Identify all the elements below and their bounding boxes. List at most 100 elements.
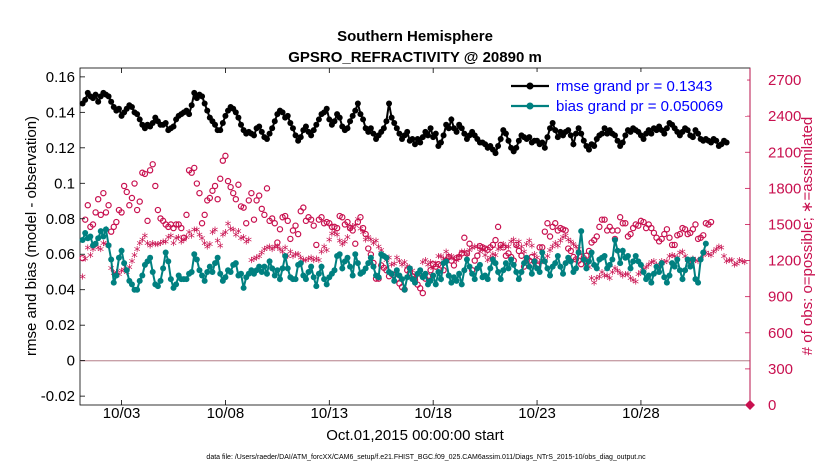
possible-obs-point: [627, 230, 634, 238]
bias-point: [318, 263, 325, 270]
rmse-point: [505, 137, 512, 144]
assimilated-obs-point: *: [95, 244, 102, 259]
bias-point: [308, 263, 315, 270]
assimilated-obs-point: *: [204, 243, 211, 258]
rmse-point: [386, 100, 393, 107]
bias-point: [139, 272, 146, 279]
possible-obs-point: [567, 247, 575, 255]
bias-point: [204, 268, 211, 275]
bias-point: [684, 256, 691, 263]
possible-obs-point: [146, 167, 154, 174]
assimilated-obs-point: *: [222, 228, 229, 243]
bias-point: [567, 258, 574, 265]
bias-point: [110, 279, 117, 286]
assimilated-obs-point: *: [513, 241, 520, 256]
bias-point: [593, 265, 600, 272]
possible-obs-point: [180, 234, 188, 241]
bias-point: [453, 277, 460, 284]
x-tick-label: 10/28: [622, 405, 660, 422]
assimilated-obs-point: *: [217, 241, 224, 256]
assimilated-obs-point: *: [360, 228, 367, 243]
bias-point: [588, 249, 595, 256]
rmse-point: [235, 114, 242, 121]
assimilated-obs-point: *: [544, 252, 551, 267]
bias-point: [271, 272, 278, 279]
assimilated-obs-point: *: [679, 247, 686, 262]
bias-point: [617, 260, 624, 267]
possible-obs-point: [81, 216, 89, 223]
possible-obs-point: [474, 252, 481, 259]
bias-point: [115, 254, 122, 261]
bias-point: [391, 277, 398, 284]
legend-box: [505, 72, 747, 116]
bias-point: [347, 263, 354, 270]
assimilated-obs-point: *: [175, 233, 182, 248]
assimilated-obs-point: *: [261, 245, 268, 260]
possible-obs-point: [253, 197, 260, 204]
assimilated-obs-point: *: [329, 229, 336, 244]
possible-obs-point: [136, 198, 143, 205]
rmse-point: [95, 98, 102, 105]
bias-point: [183, 276, 190, 283]
bias-point: [624, 253, 631, 260]
possible-obs-point: [92, 209, 99, 216]
bias-point: [437, 276, 444, 283]
bias-point: [256, 263, 263, 270]
bias-point: [702, 240, 709, 247]
assimilated-obs-point: *: [604, 271, 611, 286]
bias-point: [123, 267, 130, 274]
bias-point: [523, 254, 530, 261]
assimilated-obs-point: *: [155, 240, 162, 255]
assimilated-obs-point: *: [235, 227, 242, 242]
bias-point: [349, 272, 356, 279]
bias-point: [399, 276, 406, 283]
possible-obs-point: [274, 239, 281, 246]
assimilated-obs-point: *: [357, 224, 364, 239]
assimilated-obs-point: *: [716, 243, 723, 258]
rmse-point: [580, 137, 587, 144]
assimilated-obs-point: *: [620, 271, 627, 286]
bias-point: [497, 276, 504, 283]
assimilated-obs-point: *: [742, 258, 749, 273]
rmse-point: [134, 111, 141, 118]
rmse-point: [238, 121, 245, 128]
possible-obs-point: [513, 241, 520, 249]
bias-point: [362, 265, 369, 272]
bias-point: [315, 270, 322, 277]
rmse-point: [219, 119, 226, 126]
possible-obs-point: [700, 232, 707, 239]
assimilated-obs-point: *: [308, 253, 315, 268]
data-file-footnote: data file: /Users/raeder/DAI/ATM_forcXX/…: [206, 454, 646, 461]
rmse-point: [128, 104, 135, 111]
possible-obs-point: [240, 204, 247, 211]
y2-tick-label: 1200: [768, 253, 801, 270]
rmse-point: [591, 143, 598, 150]
assimilated-obs-point: *: [731, 261, 738, 276]
possible-obs-point: [365, 245, 372, 252]
assimilated-obs-point: *: [256, 252, 263, 267]
bias-point: [209, 268, 216, 275]
bias-point: [637, 261, 644, 268]
assimilated-obs-point: *: [87, 251, 94, 266]
possible-obs-point: [211, 182, 219, 190]
bias-point: [619, 247, 626, 254]
possible-obs-point: [227, 183, 234, 191]
bias-point: [393, 267, 400, 274]
assimilated-obs-point: *: [726, 256, 733, 271]
bias-point: [321, 276, 328, 283]
possible-obs-point: [287, 235, 294, 243]
assimilated-obs-point: *: [196, 231, 203, 246]
possible-obs-point: [416, 285, 424, 292]
bias-point: [544, 265, 551, 272]
assimilated-obs-point: *: [630, 276, 637, 291]
assimilated-obs-point: *: [505, 243, 512, 258]
assimilated-obs-point: *: [518, 243, 525, 258]
bias-point: [536, 268, 543, 275]
assimilated-obs-point: *: [209, 228, 216, 243]
bias-point: [689, 256, 696, 263]
rmse-point: [695, 130, 702, 137]
assimilated-obs-point: *: [466, 246, 473, 261]
y2-axis-ticks: 0 300 600 900 1200 1500 1800 2100 2400 2700: [745, 72, 801, 414]
assimilated-obs-point: *: [482, 251, 489, 266]
bias-point: [313, 283, 320, 290]
